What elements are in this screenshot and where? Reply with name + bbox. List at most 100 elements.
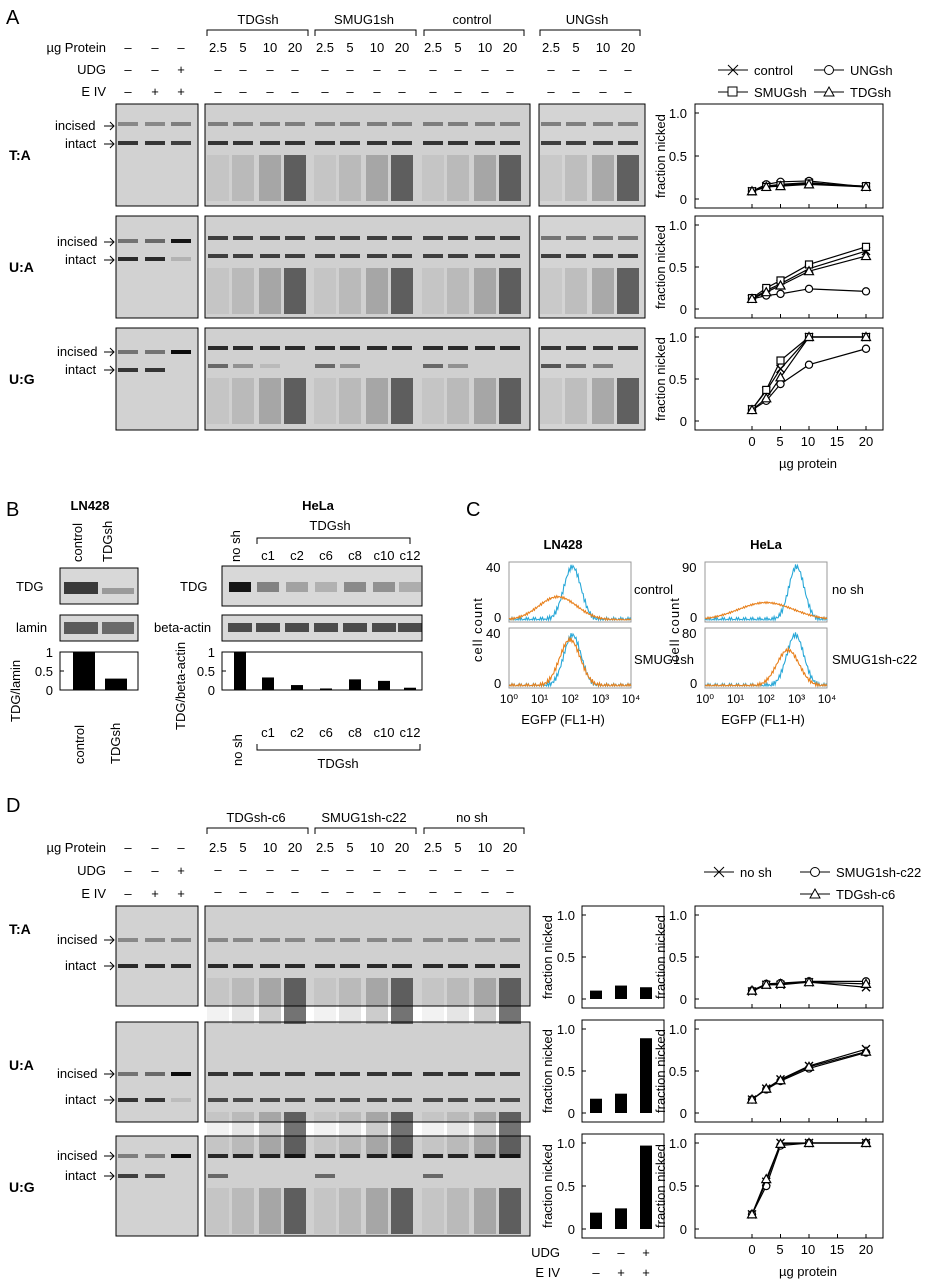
- panel-b-headers: LN428 HeLa: [70, 498, 334, 513]
- band-incised: [448, 938, 468, 942]
- panel-b-hela-lanes: no sh TDGsh c1 c2 c6 c8 c10 c12: [228, 518, 420, 563]
- gel-a-ta-ctrl: [115, 103, 199, 207]
- y-tick-label: 0: [568, 1106, 575, 1121]
- substrate-label-ug: U:G: [9, 371, 35, 387]
- svg-text:TDGsh: TDGsh: [317, 756, 358, 771]
- bar: [590, 990, 602, 999]
- data-point: [860, 331, 872, 342]
- panel-c-labels: cell count cell count 40 0 40 0 90 0 80 …: [470, 560, 917, 691]
- band-incised: [500, 122, 520, 126]
- svg-text:intact: intact: [65, 362, 96, 377]
- eiv-sign: –: [599, 84, 607, 99]
- data-point: [860, 1045, 872, 1056]
- bar: [349, 679, 361, 690]
- band-intact: [423, 254, 443, 258]
- y-tick-label: 1.0: [669, 330, 687, 345]
- band-incised: [448, 122, 468, 126]
- data-point: [760, 181, 772, 192]
- band-incised: [260, 1154, 280, 1158]
- svg-text:µg protein: µg protein: [779, 1264, 837, 1279]
- band-intact: [285, 254, 305, 258]
- band-intact: [392, 254, 412, 258]
- y-axis-label: fraction nicked: [653, 114, 668, 198]
- band-incised: [448, 236, 468, 240]
- svg-text:intact: intact: [65, 252, 96, 267]
- dose-label: 20: [395, 840, 409, 855]
- svg-text:15: 15: [830, 1242, 844, 1257]
- band-intact: [171, 257, 191, 261]
- band-intact: [260, 964, 280, 968]
- band-smear: [617, 155, 639, 201]
- band-incised: [475, 346, 495, 350]
- eiv-sign: –: [373, 884, 381, 899]
- panel-d-substrate-labels: T:A U:A U:G: [9, 921, 35, 1195]
- data-point: [760, 1173, 772, 1184]
- svg-text:incised: incised: [57, 1066, 97, 1081]
- eiv-sign: –: [572, 84, 580, 99]
- band-intact: [618, 141, 638, 145]
- data-point: [774, 978, 787, 988]
- dose-label: 10: [478, 840, 492, 855]
- data-point: [861, 287, 871, 296]
- svg-text:+: +: [642, 1245, 650, 1260]
- band-intact: [118, 368, 138, 372]
- band-incised: [118, 239, 138, 243]
- band-intact: [340, 254, 360, 258]
- svg-text:TDGsh: TDGsh: [100, 521, 115, 562]
- band-intact: [340, 964, 360, 968]
- y-tick-label: 0: [680, 1106, 687, 1121]
- y-tick-label: 0.5: [35, 664, 53, 679]
- band-tdg: [257, 582, 279, 592]
- panel-d-row-labels: µg Protein UDG E IV: [46, 840, 106, 901]
- band-smear: [232, 378, 254, 424]
- panel-a-control-signs: – – – – – + – + +: [124, 40, 185, 99]
- panel-a-substrate-labels: T:A U:A U:G: [9, 147, 35, 387]
- udg-sign: –: [572, 62, 580, 77]
- svg-text:10: 10: [801, 1242, 815, 1257]
- data-point: [774, 371, 787, 382]
- band-incised: [423, 236, 443, 240]
- band-smear: [284, 1188, 306, 1234]
- band-incised: [233, 1072, 253, 1076]
- band-incised: [315, 1072, 335, 1076]
- band-smear: [422, 978, 444, 1024]
- y-tick-label: 1.0: [669, 218, 687, 233]
- band-intact: [392, 1098, 412, 1102]
- band-smear: [592, 378, 614, 424]
- band-incised: [118, 1072, 138, 1076]
- data-point: [803, 265, 815, 276]
- svg-text:c1: c1: [261, 548, 275, 563]
- band-intact: [423, 1098, 443, 1102]
- band-incised: [340, 1154, 360, 1158]
- band-incised: [315, 938, 335, 942]
- band-incised: [423, 938, 443, 942]
- band-incised: [593, 122, 613, 126]
- svg-text:–: –: [124, 40, 132, 55]
- band-incised: [423, 122, 443, 126]
- svg-text:TDGsh: TDGsh: [108, 723, 123, 764]
- svg-text:SMUG1sh: SMUG1sh: [634, 652, 694, 667]
- panel-a-dose-rows: 2.5––5––10––20––2.5––5––10––20––2.5––5––…: [209, 40, 635, 99]
- band-smear: [366, 1188, 388, 1234]
- y-axis-label: fraction nicked: [540, 1029, 555, 1113]
- gel-a-ua-ctrl: [115, 215, 199, 319]
- dose-label: 2.5: [209, 40, 227, 55]
- udg-sign: –: [624, 62, 632, 77]
- band-incised: [118, 350, 138, 354]
- svg-text:5: 5: [776, 434, 783, 449]
- y-tick-label: 0.5: [669, 149, 687, 164]
- band-incised: [500, 1072, 520, 1076]
- band-incised: [145, 1072, 165, 1076]
- svg-text:TDG/beta-actin: TDG/beta-actin: [173, 642, 188, 730]
- band-smear: [391, 268, 413, 314]
- band-intact: [260, 141, 280, 145]
- dose-label: 2.5: [316, 840, 334, 855]
- panel-c-x-ticks: 10⁰ 10¹ 10² 10³ 10⁴ 10⁰ 10¹ 10² 10³ 10⁴: [500, 692, 836, 706]
- dose-label: 2.5: [316, 40, 334, 55]
- data-point: [762, 385, 771, 395]
- eiv-sign: –: [346, 84, 354, 99]
- panel-a-band-labels: incised intact incised intact incised in…: [55, 118, 115, 377]
- band-smear: [284, 978, 306, 1024]
- band-tdg: [344, 582, 366, 592]
